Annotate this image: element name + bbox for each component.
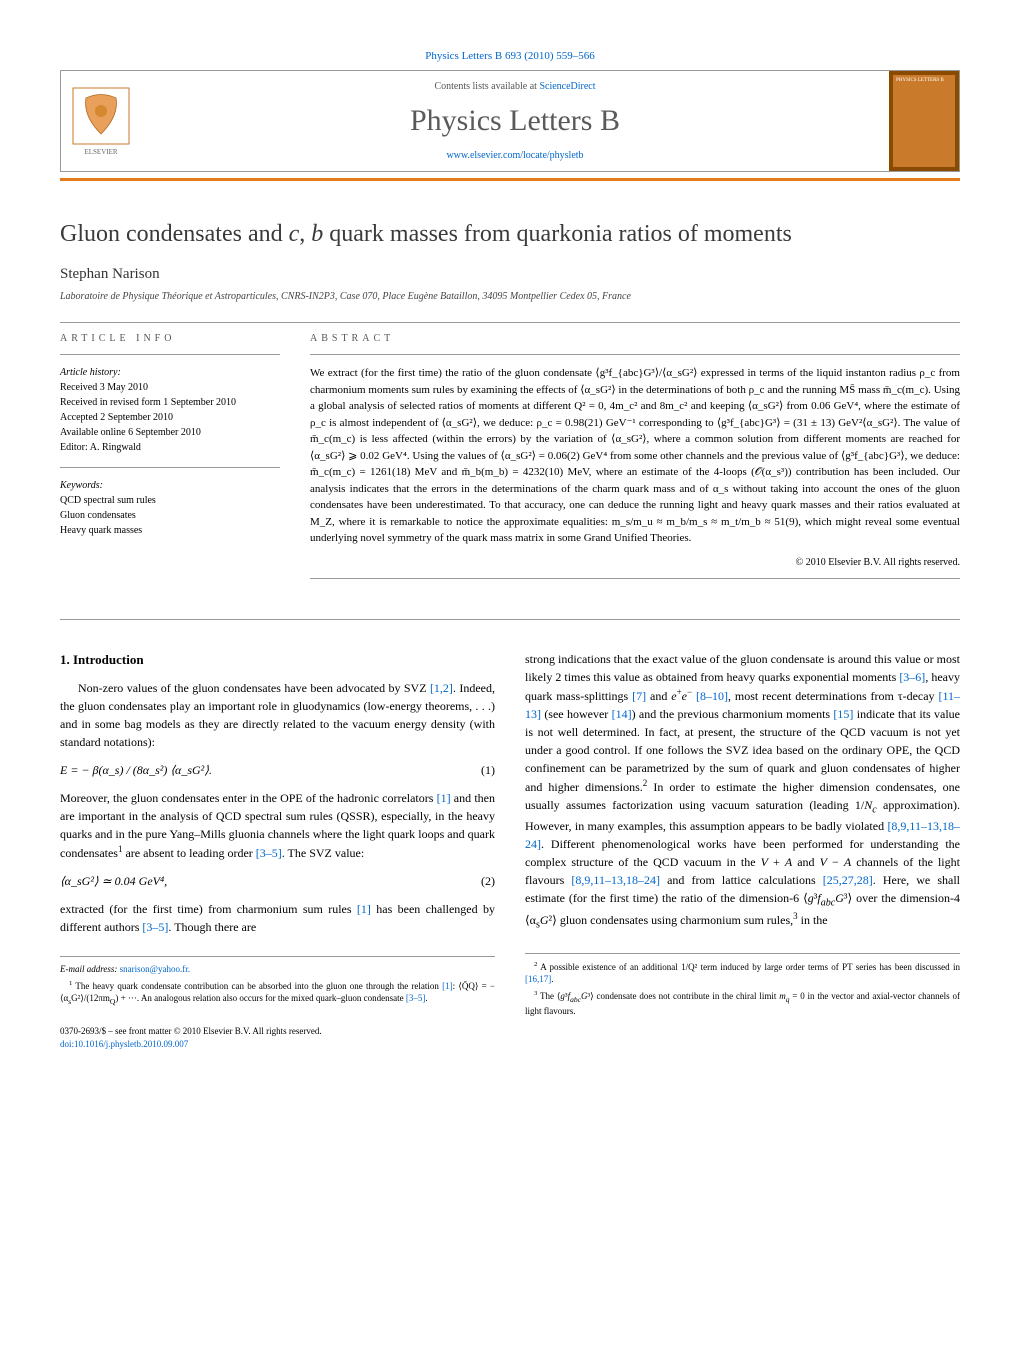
journal-title: Physics Letters B — [151, 104, 879, 138]
right-column: strong indications that the exact value … — [525, 650, 960, 1051]
abstract-label: ABSTRACT — [310, 333, 960, 344]
doi-link[interactable]: doi:10.1016/j.physletb.2010.09.007 — [60, 1038, 495, 1051]
journal-header: ELSEVIER Contents lists available at Sci… — [60, 70, 960, 172]
keywords-label: Keywords: — [60, 478, 280, 493]
keyword: QCD spectral sum rules — [60, 493, 280, 508]
contents-prefix: Contents lists available at — [434, 81, 539, 92]
body-paragraph: extracted (for the first time) from char… — [60, 900, 495, 936]
footnotes-right: 2 A possible existence of an additional … — [525, 953, 960, 1018]
keyword: Heavy quark masses — [60, 523, 280, 538]
eq-body: ⟨α_sG²⟩ ≃ 0.04 GeV⁴, — [60, 872, 167, 890]
email-link[interactable]: snarison@yahoo.fr. — [120, 964, 190, 974]
cover-label: PHYSICS LETTERS B — [893, 75, 955, 167]
article-title: Gluon condensates and c, b quark masses … — [60, 221, 960, 248]
email-label: E-mail address: — [60, 964, 120, 974]
abstract-copyright: © 2010 Elsevier B.V. All rights reserved… — [310, 557, 960, 568]
keyword: Gluon condensates — [60, 508, 280, 523]
footnotes-left: E-mail address: snarison@yahoo.fr. 1 The… — [60, 956, 495, 1007]
divider — [310, 354, 960, 355]
keywords-block: Keywords: QCD spectral sum rules Gluon c… — [60, 478, 280, 538]
body-paragraph: strong indications that the exact value … — [525, 650, 960, 933]
history-item: Received 3 May 2010 — [60, 380, 280, 395]
footnote-2: 2 A possible existence of an additional … — [525, 960, 960, 986]
journal-url[interactable]: www.elsevier.com/locate/physletb — [151, 150, 879, 161]
history-item: Received in revised form 1 September 201… — [60, 395, 280, 410]
equation-2: ⟨α_sG²⟩ ≃ 0.04 GeV⁴, (2) — [60, 872, 495, 890]
left-column: 1. Introduction Non-zero values of the g… — [60, 650, 495, 1051]
history-label: Article history: — [60, 365, 280, 380]
divider — [60, 354, 280, 355]
divider — [60, 467, 280, 468]
svg-text:ELSEVIER: ELSEVIER — [84, 148, 117, 156]
intro-heading: 1. Introduction — [60, 650, 495, 670]
elsevier-logo: ELSEVIER — [61, 71, 141, 171]
history-item: Editor: A. Ringwald — [60, 440, 280, 455]
journal-cover-thumbnail: PHYSICS LETTERS B — [889, 71, 959, 171]
history-item: Available online 6 September 2010 — [60, 425, 280, 440]
eq-body: E = − β(α_s) / (8α_s²) ⟨α_sG²⟩. — [60, 761, 212, 779]
body-paragraph: Moreover, the gluon condensates enter in… — [60, 789, 495, 862]
author-name: Stephan Narison — [60, 266, 960, 283]
eq-number: (2) — [481, 872, 495, 890]
divider — [60, 619, 960, 620]
divider — [60, 322, 960, 323]
body-paragraph: Non-zero values of the gluon condensates… — [60, 679, 495, 751]
eq-number: (1) — [481, 761, 495, 779]
author-affiliation: Laboratoire de Physique Théorique et Ast… — [60, 291, 960, 302]
footer-line1: 0370-2693/$ – see front matter © 2010 El… — [60, 1025, 495, 1038]
contents-line: Contents lists available at ScienceDirec… — [151, 81, 879, 92]
divider — [310, 578, 960, 579]
article-history: Article history: Received 3 May 2010 Rec… — [60, 365, 280, 455]
footnote-3: 3 The ⟨g³fabcG³⟩ condensate does not con… — [525, 989, 960, 1018]
article-info-label: ARTICLE INFO — [60, 333, 280, 344]
equation-1: E = − β(α_s) / (8α_s²) ⟨α_sG²⟩. (1) — [60, 761, 495, 779]
footnote-1: 1 The heavy quark condensate contributio… — [60, 979, 495, 1008]
footer-legal: 0370-2693/$ – see front matter © 2010 El… — [60, 1025, 495, 1050]
email-footnote: E-mail address: snarison@yahoo.fr. — [60, 963, 495, 976]
sciencedirect-link[interactable]: ScienceDirect — [539, 81, 595, 92]
journal-reference: Physics Letters B 693 (2010) 559–566 — [60, 50, 960, 62]
history-item: Accepted 2 September 2010 — [60, 410, 280, 425]
divider-bar — [60, 178, 960, 181]
abstract-text: We extract (for the first time) the rati… — [310, 365, 960, 547]
